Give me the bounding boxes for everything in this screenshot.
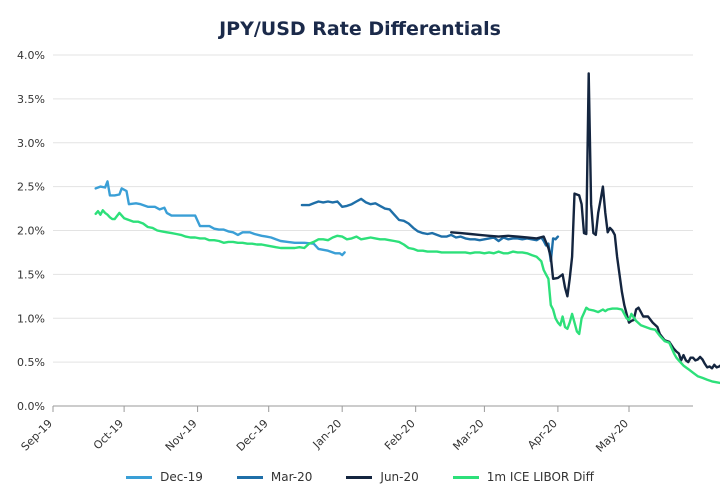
x-tick-label: May-20 <box>593 417 631 455</box>
y-tick-label: 1.5% <box>17 268 45 281</box>
x-axis-ticks: Sep-19 Oct-19 Nov-19 Dec-19 Jan-20 Feb-20 Mar-… <box>19 406 631 455</box>
series-lines <box>94 72 720 385</box>
y-tick-label: 3.0% <box>17 137 45 150</box>
x-tick-label: Feb-20 <box>382 417 418 453</box>
y-tick-label: 3.5% <box>17 93 45 106</box>
y-tick-label: 0.5% <box>17 356 45 369</box>
legend: Dec-19 Mar-20 Jun-20 1m ICE LIBOR Diff <box>0 470 720 484</box>
x-tick-label: Oct-19 <box>91 417 126 452</box>
legend-item: 1m ICE LIBOR Diff <box>452 470 594 484</box>
legend-item: Jun-20 <box>346 470 419 484</box>
legend-swatch <box>346 475 373 479</box>
legend-swatch <box>452 475 479 479</box>
y-tick-label: 1.0% <box>17 312 45 325</box>
x-tick-label: Mar-20 <box>450 417 486 453</box>
series-line-jun-20 <box>450 72 720 370</box>
y-tick-label: 2.0% <box>17 225 45 238</box>
legend-label: Jun-20 <box>380 470 419 484</box>
y-tick-label: 0.0% <box>17 400 45 413</box>
series-line-dec-19 <box>94 180 346 257</box>
legend-swatch <box>126 475 153 479</box>
x-tick-label: Dec-19 <box>234 417 271 454</box>
legend-label: 1m ICE LIBOR Diff <box>486 470 594 484</box>
legend-swatch <box>236 475 263 479</box>
legend-label: Mar-20 <box>270 470 313 484</box>
y-tick-label: 4.0% <box>17 49 45 62</box>
grid-lines <box>53 54 693 407</box>
y-axis-ticks: 0.0% 0.5% 1.0% 1.5% 2.0% 2.5% 3.0% 3.5% 4.0% <box>17 49 45 413</box>
legend-item: Dec-19 <box>126 470 203 484</box>
x-tick-label: Nov-19 <box>163 417 200 454</box>
x-tick-label: Apr-20 <box>525 417 560 452</box>
legend-label: Dec-19 <box>160 470 203 484</box>
x-tick-label: Jan-20 <box>310 417 345 452</box>
y-tick-label: 2.5% <box>17 181 45 194</box>
x-tick-label: Sep-19 <box>19 417 56 454</box>
chart-title: JPY/USD Rate Differentials <box>219 18 501 40</box>
legend-item: Mar-20 <box>236 470 313 484</box>
series-line-1m-ice-libor-diff <box>94 209 720 385</box>
